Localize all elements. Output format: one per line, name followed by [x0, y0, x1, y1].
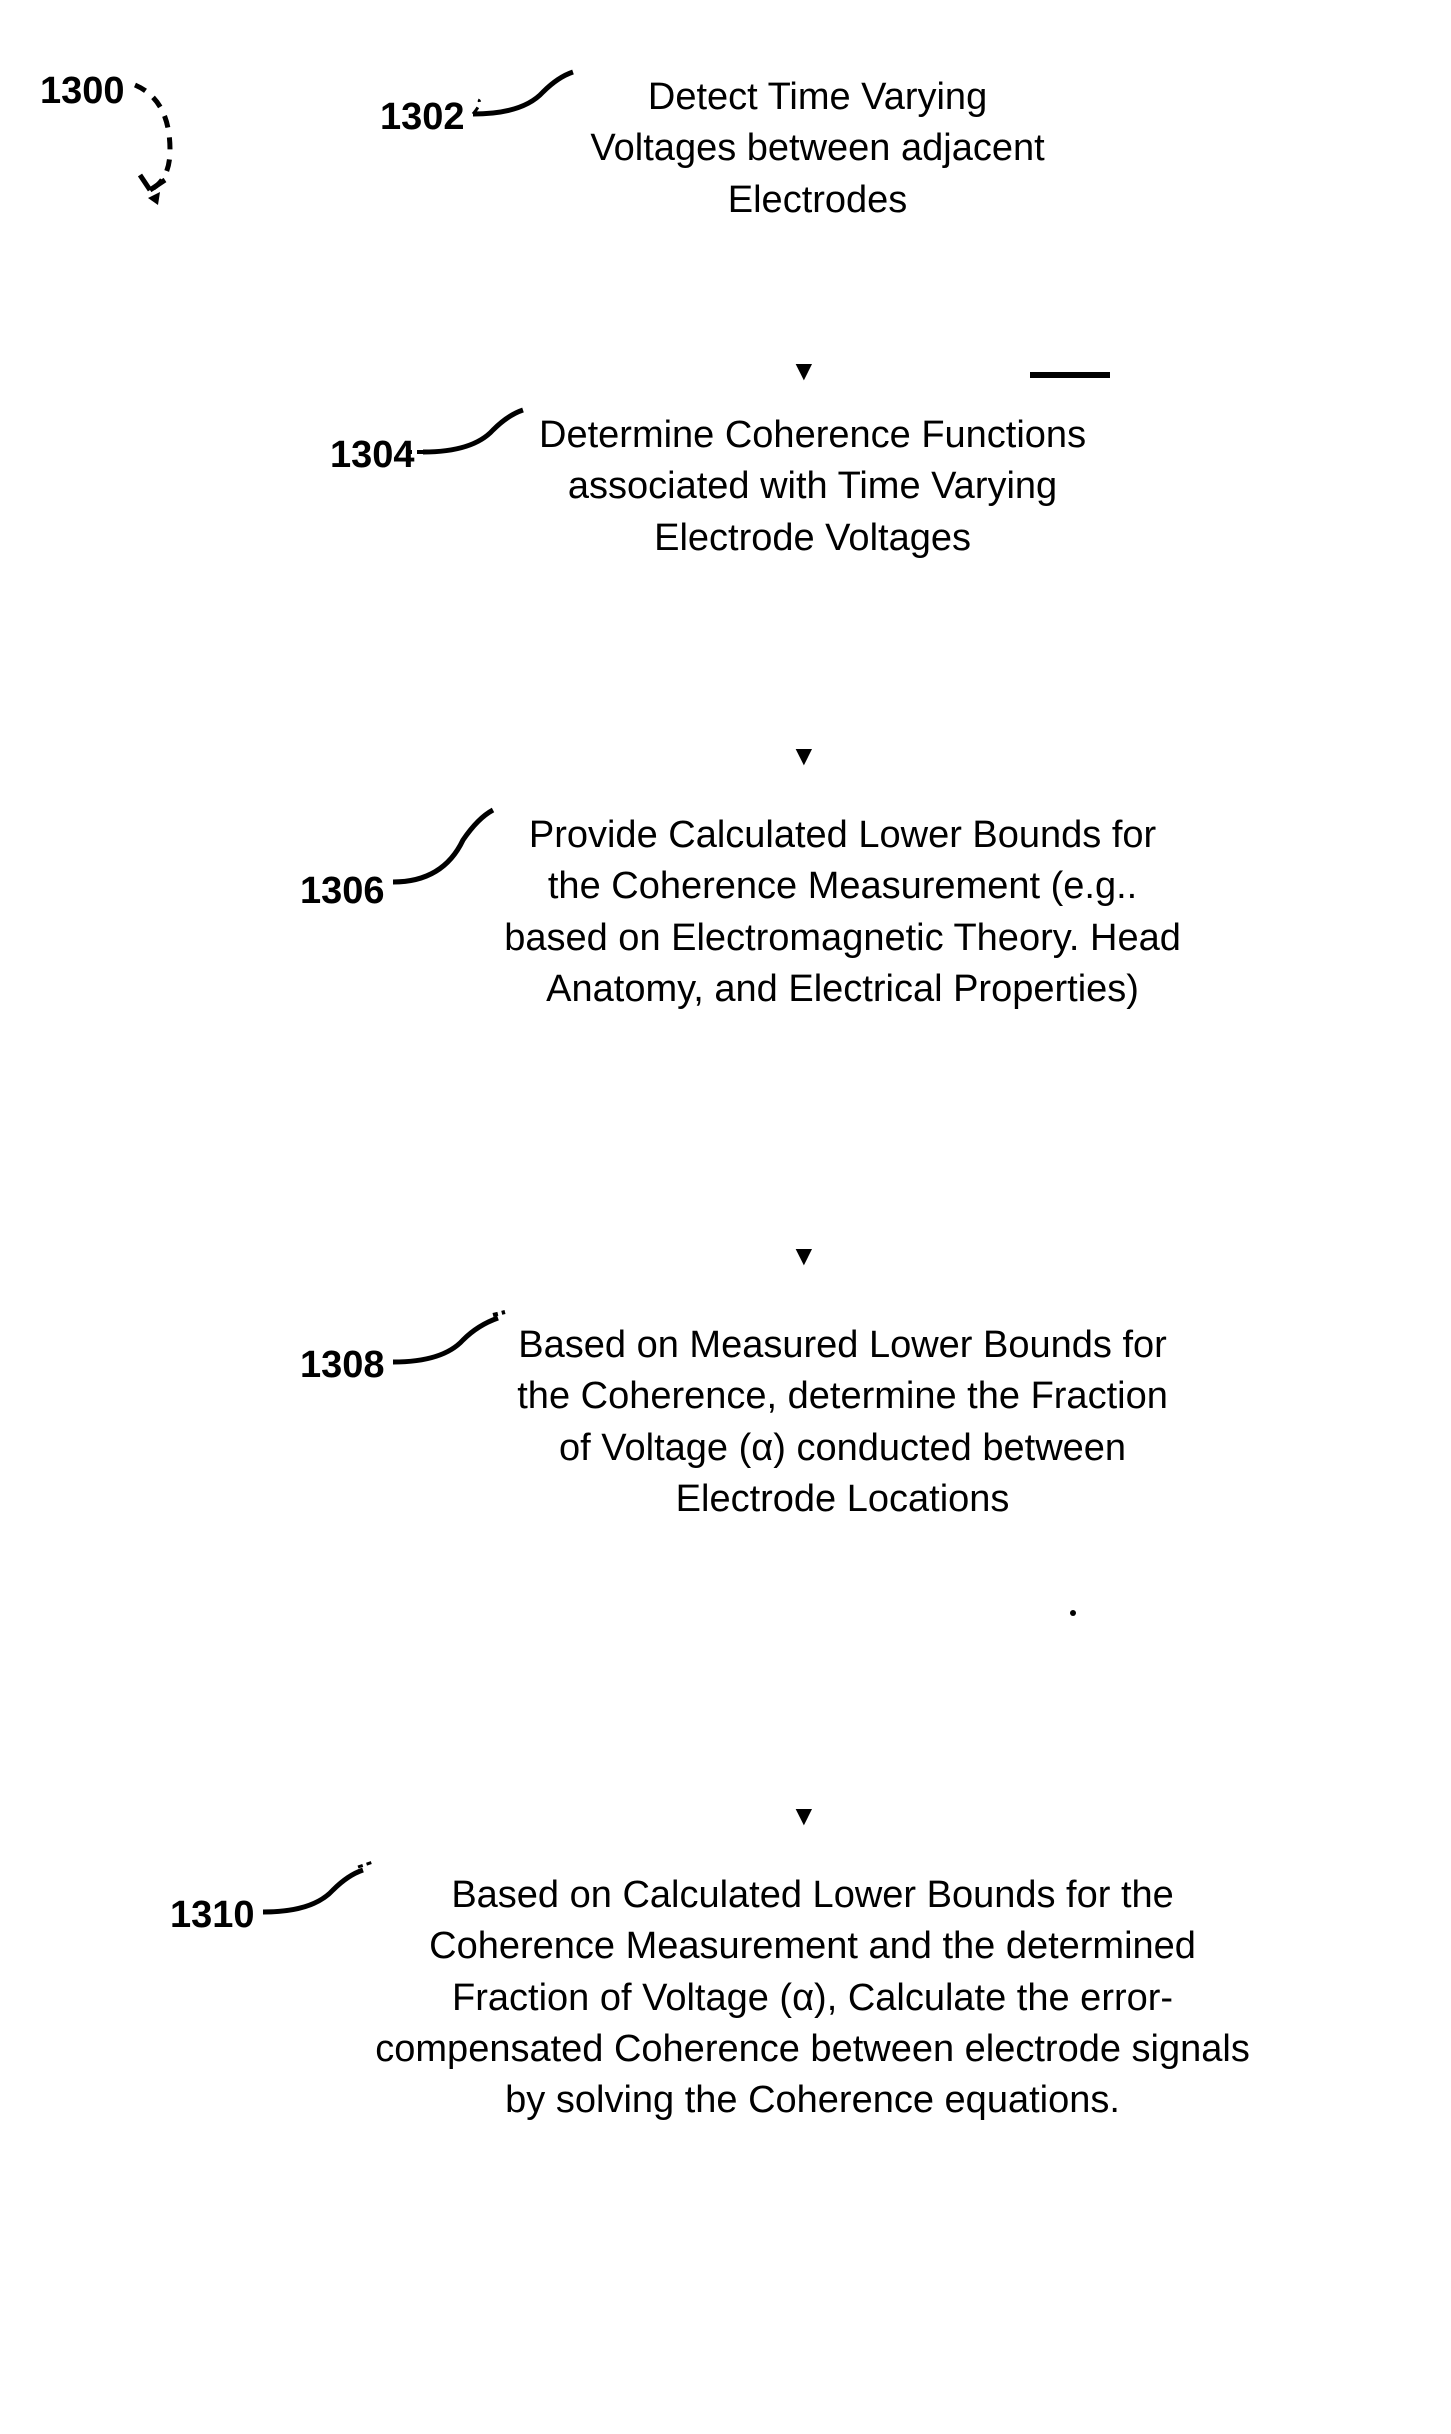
- step-number: 1308: [300, 1344, 385, 1387]
- figure-ref-pointer: [130, 80, 220, 210]
- flowchart-container: 1300 1302 Detect Time Varying Voltages b…: [20, 40, 1431, 2394]
- flow-step-1306: 1306 Provide Calculated Lower Bounds for…: [300, 810, 1183, 1015]
- dash-mark: [1030, 370, 1110, 380]
- figure-ref-label: 1300: [40, 70, 125, 113]
- flow-step-1302: 1302 Detect Time Varying Voltages betwee…: [380, 72, 1053, 226]
- flow-step-1308: 1308 Based on Measured Lower Bounds for …: [300, 1320, 1183, 1525]
- flow-arrow: ▼: [790, 1240, 818, 1272]
- step-number: 1310: [170, 1894, 255, 1937]
- step-number: 1304: [330, 434, 415, 477]
- step-text: Determine Coherence Functions associated…: [533, 410, 1093, 564]
- step-number: 1306: [300, 870, 385, 913]
- callout-curve: [393, 810, 503, 900]
- callout-curve: [423, 410, 533, 470]
- callout-curve: [473, 72, 583, 132]
- step-text: Detect Time Varying Voltages between adj…: [583, 72, 1053, 226]
- flow-arrow: ▼: [790, 1800, 818, 1832]
- callout-curve: [393, 1320, 503, 1380]
- step-text: Based on Measured Lower Bounds for the C…: [503, 1320, 1183, 1525]
- step-text: Provide Calculated Lower Bounds for the …: [503, 810, 1183, 1015]
- flow-step-1304: 1304 Determine Coherence Functions assoc…: [330, 410, 1093, 564]
- step-text: Based on Calculated Lower Bounds for the…: [373, 1870, 1253, 2126]
- dot-mark: [1070, 1610, 1076, 1616]
- step-number: 1302: [380, 96, 465, 139]
- callout-curve: [263, 1870, 373, 1930]
- flow-step-1310: 1310 Based on Calculated Lower Bounds fo…: [170, 1870, 1253, 2126]
- flow-arrow: ▼: [790, 355, 818, 387]
- flow-arrow: ▼: [790, 740, 818, 772]
